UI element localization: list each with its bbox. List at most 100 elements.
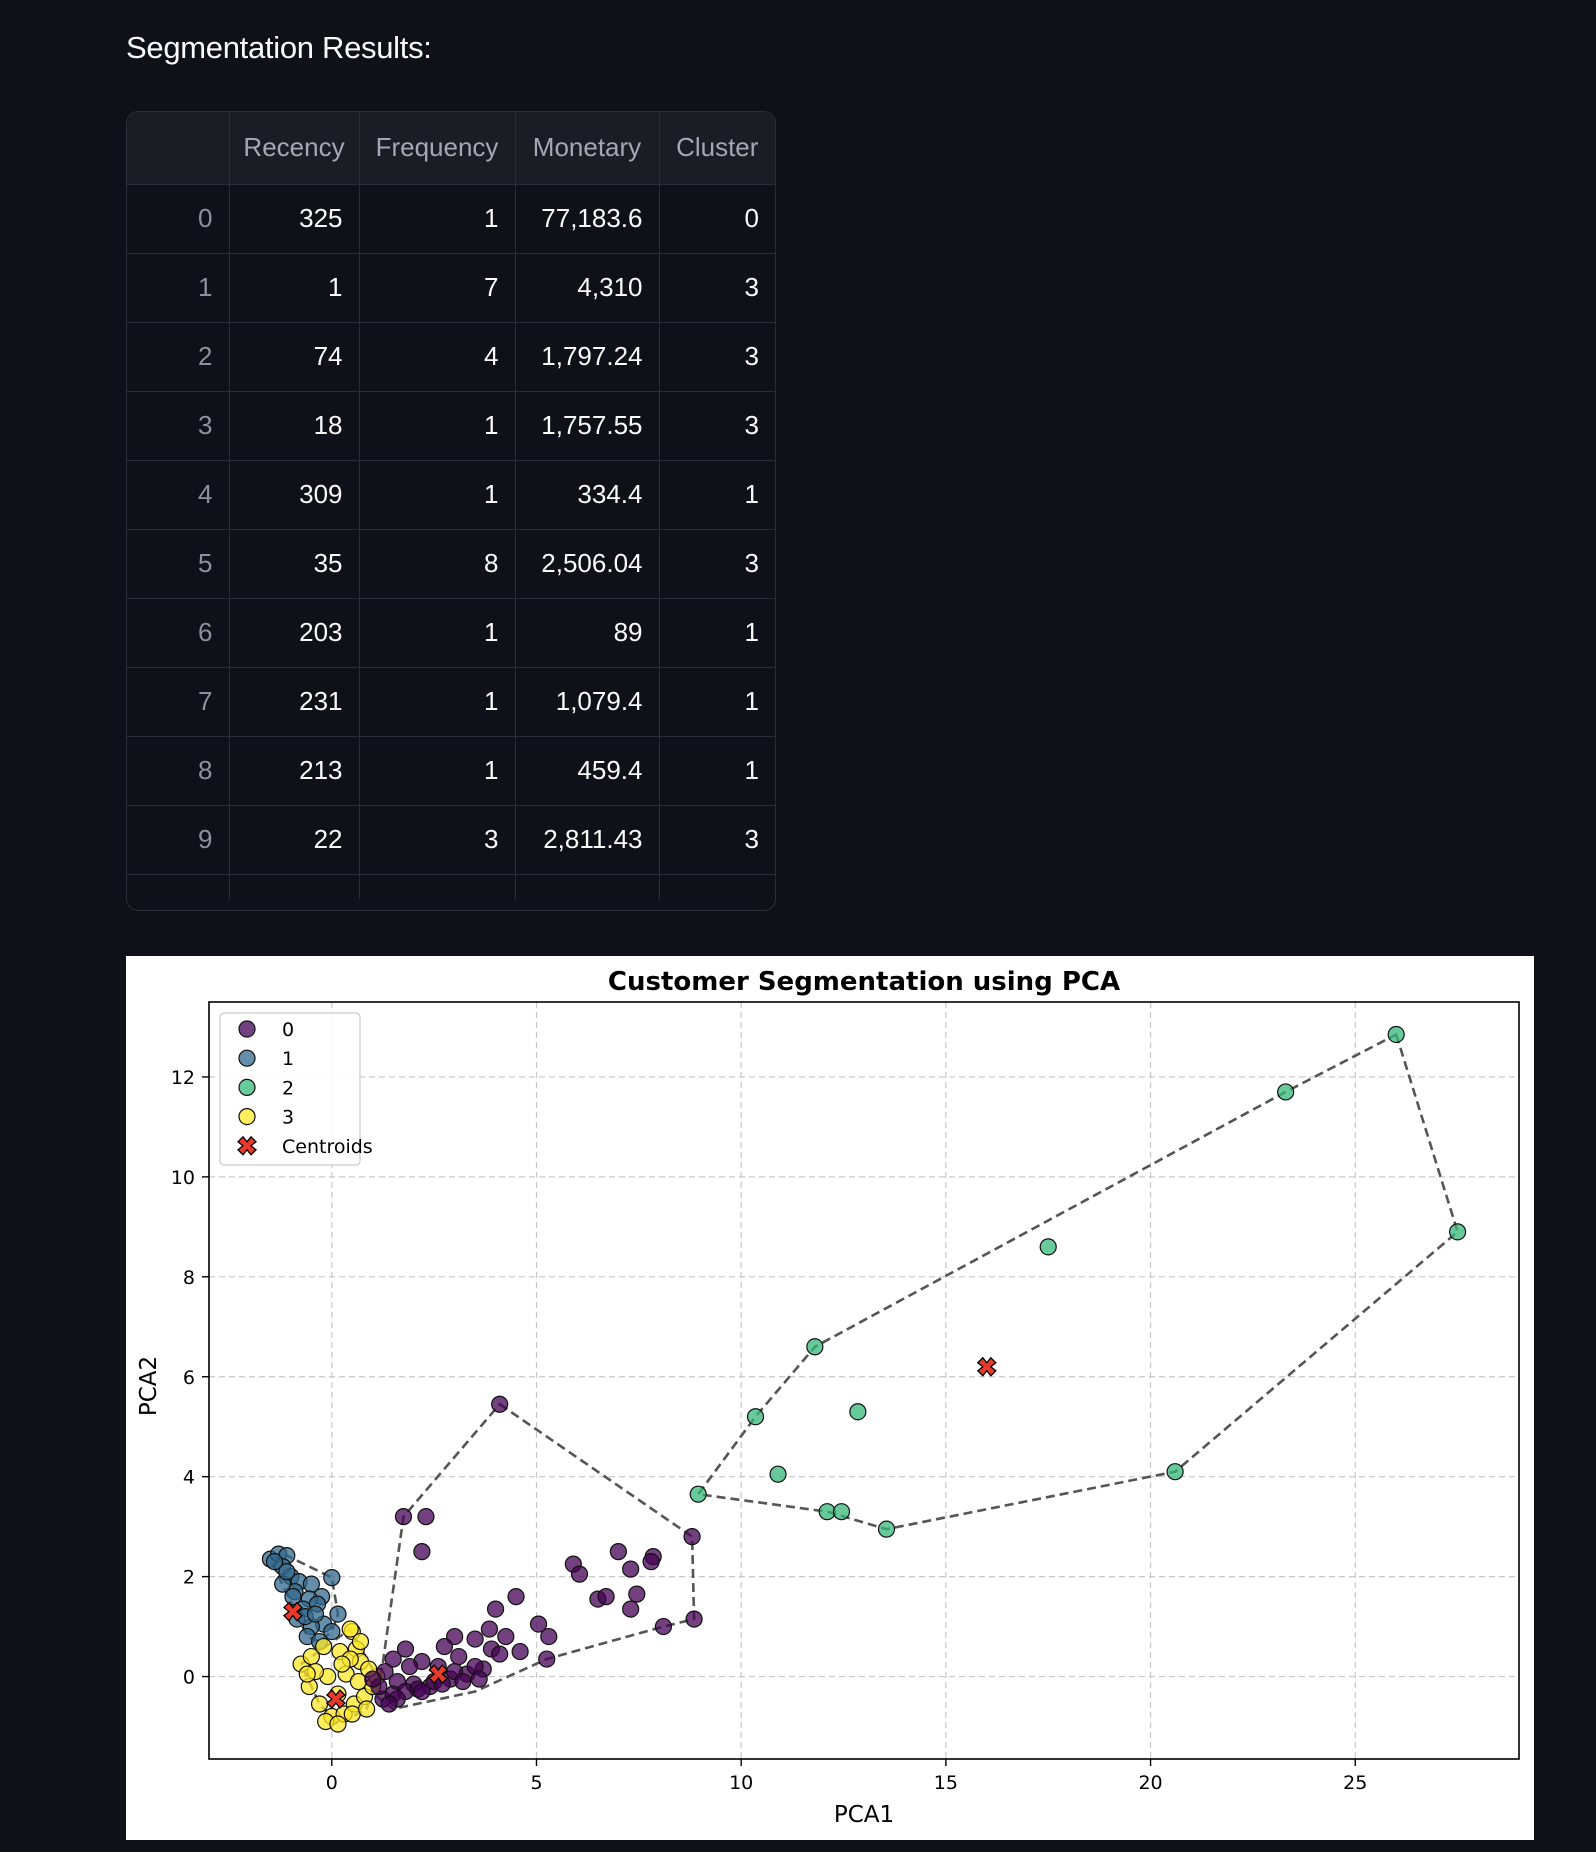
row-index-cell[interactable]: 8 bbox=[127, 736, 230, 806]
table-row[interactable]: 2 74 4 1,797.24 3 bbox=[127, 322, 775, 392]
table-cell[interactable]: 1 bbox=[359, 736, 516, 806]
table-cell[interactable]: 4 bbox=[359, 322, 516, 392]
table-cell[interactable]: 89 bbox=[515, 598, 660, 668]
cluster-2-point bbox=[1387, 1025, 1405, 1044]
table-cell[interactable]: 1 bbox=[359, 460, 516, 530]
cluster-3-point bbox=[343, 1705, 361, 1723]
cluster-3-point bbox=[298, 1665, 316, 1683]
table-cell[interactable]: 1 bbox=[659, 460, 775, 530]
table-row[interactable]: 0 325 1 77,183.6 0 bbox=[127, 184, 775, 254]
legend-label: 1 bbox=[282, 1048, 294, 1070]
filler-cell bbox=[127, 874, 230, 899]
table-cell[interactable]: 459.4 bbox=[515, 736, 660, 806]
cluster-3-point bbox=[315, 1637, 333, 1656]
table-row[interactable]: 1 1 7 4,310 3 bbox=[127, 253, 775, 323]
table-cell[interactable]: 3 bbox=[359, 805, 516, 875]
legend-box bbox=[219, 1012, 361, 1166]
table-cell[interactable]: 1 bbox=[659, 736, 775, 806]
table-row[interactable]: 6 203 1 89 1 bbox=[127, 598, 775, 668]
cluster-3-point bbox=[333, 1655, 351, 1673]
column-header-cluster[interactable]: Cluster bbox=[659, 112, 775, 185]
table-cell[interactable]: 7 bbox=[359, 253, 516, 323]
cluster-0-point bbox=[413, 1543, 431, 1561]
column-header-recency[interactable]: Recency bbox=[229, 112, 360, 185]
pca-scatter-plot: Customer Segmentation using PCA PCA1 PCA… bbox=[136, 967, 1520, 1828]
table-cell[interactable]: 1 bbox=[359, 184, 516, 254]
cluster-0-point bbox=[642, 1553, 660, 1571]
table-cell[interactable]: 2,506.04 bbox=[515, 529, 660, 599]
table-cell[interactable]: 203 bbox=[229, 598, 360, 668]
cluster-0-point bbox=[417, 1508, 435, 1526]
row-index-cell[interactable]: 4 bbox=[127, 460, 230, 530]
table-cell[interactable]: 1 bbox=[229, 253, 360, 323]
row-index-cell[interactable]: 3 bbox=[127, 391, 230, 461]
column-header-frequency[interactable]: Frequency bbox=[359, 112, 516, 185]
cluster-0-point bbox=[491, 1395, 509, 1413]
column-header-index[interactable] bbox=[127, 112, 230, 185]
table-cell[interactable]: 22 bbox=[229, 805, 360, 875]
row-index-cell[interactable]: 0 bbox=[127, 184, 230, 254]
table-cell[interactable]: 0 bbox=[659, 184, 775, 254]
results-table: Recency Frequency Monetary Cluster 0 325 1… bbox=[127, 112, 775, 899]
legend-label: 3 bbox=[282, 1107, 294, 1129]
table-filler-row bbox=[127, 874, 775, 899]
x-tick-label: 5 bbox=[530, 1772, 542, 1794]
cluster-0-point bbox=[507, 1588, 525, 1606]
table-row[interactable]: 9 22 3 2,811.43 3 bbox=[127, 805, 775, 875]
row-index-cell[interactable]: 5 bbox=[127, 529, 230, 599]
row-index-cell[interactable]: 7 bbox=[127, 667, 230, 737]
table-cell[interactable]: 334.4 bbox=[515, 460, 660, 530]
table-cell[interactable]: 1 bbox=[659, 598, 775, 668]
table-cell[interactable]: 231 bbox=[229, 667, 360, 737]
cluster-3-point bbox=[358, 1700, 376, 1718]
legend-label: 0 bbox=[282, 1019, 294, 1041]
table-cell[interactable]: 309 bbox=[229, 460, 360, 530]
table-row[interactable]: 8 213 1 459.4 1 bbox=[127, 736, 775, 806]
cluster-0-point bbox=[413, 1682, 431, 1701]
table-cell[interactable]: 2,811.43 bbox=[515, 805, 660, 875]
table-cell[interactable]: 1 bbox=[359, 391, 516, 461]
table-cell[interactable]: 18 bbox=[229, 391, 360, 461]
table-cell[interactable]: 3 bbox=[659, 391, 775, 461]
row-index-cell[interactable]: 9 bbox=[127, 805, 230, 875]
table-cell[interactable]: 8 bbox=[359, 529, 516, 599]
row-index-cell[interactable]: 1 bbox=[127, 253, 230, 323]
cluster-3-point bbox=[329, 1715, 347, 1733]
row-index-cell[interactable]: 2 bbox=[127, 322, 230, 392]
table-cell[interactable]: 77,183.6 bbox=[515, 184, 660, 254]
cluster-0-point bbox=[538, 1650, 556, 1668]
table-row[interactable]: 5 35 8 2,506.04 3 bbox=[127, 529, 775, 599]
cluster-0-point bbox=[470, 1670, 488, 1688]
table-row[interactable]: 7 231 1 1,079.4 1 bbox=[127, 667, 775, 737]
legend-centroid-icon bbox=[237, 1135, 257, 1156]
table-cell[interactable]: 3 bbox=[659, 529, 775, 599]
table-cell[interactable]: 3 bbox=[659, 253, 775, 323]
cluster-2-point bbox=[849, 1403, 867, 1421]
table-cell[interactable]: 35 bbox=[229, 529, 360, 599]
table-cell[interactable]: 74 bbox=[229, 322, 360, 392]
cluster-1-point bbox=[265, 1553, 284, 1571]
legend-marker-3 bbox=[238, 1108, 256, 1126]
table-row[interactable]: 3 18 1 1,757.55 3 bbox=[127, 391, 775, 461]
cluster-0-point bbox=[446, 1627, 464, 1646]
results-dataframe[interactable]: Recency Frequency Monetary Cluster 0 325 1… bbox=[126, 111, 776, 911]
table-cell[interactable]: 1 bbox=[659, 667, 775, 737]
table-row[interactable]: 4 309 1 334.4 1 bbox=[127, 460, 775, 530]
table-cell[interactable]: 4,310 bbox=[515, 253, 660, 323]
table-cell[interactable]: 213 bbox=[229, 736, 360, 806]
table-cell[interactable]: 1,079.4 bbox=[515, 667, 660, 737]
table-cell[interactable]: 1,797.24 bbox=[515, 322, 660, 392]
table-cell[interactable]: 3 bbox=[659, 805, 775, 875]
table-cell[interactable]: 1 bbox=[359, 598, 516, 668]
table-cell[interactable]: 1,757.55 bbox=[515, 391, 660, 461]
cluster-0-point bbox=[609, 1543, 627, 1561]
cluster-2-hull bbox=[695, 1032, 1460, 1531]
row-index-cell[interactable]: 6 bbox=[127, 598, 230, 668]
y-tick-label: 10 bbox=[171, 1167, 195, 1189]
table-cell[interactable]: 1 bbox=[359, 667, 516, 737]
table-cell[interactable]: 3 bbox=[659, 322, 775, 392]
column-header-monetary[interactable]: Monetary bbox=[515, 112, 660, 185]
x-tick-label: 10 bbox=[729, 1772, 753, 1794]
legend-marker-1 bbox=[238, 1049, 256, 1067]
table-cell[interactable]: 325 bbox=[229, 184, 360, 254]
